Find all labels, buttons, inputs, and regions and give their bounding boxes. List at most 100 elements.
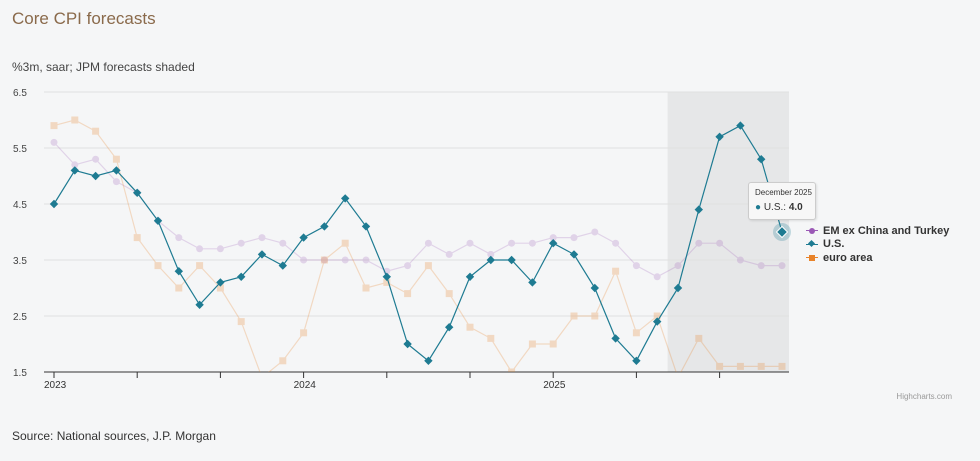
data-point-us (465, 272, 475, 281)
data-point-euro-area (778, 362, 786, 370)
x-tick-label: 2023 (44, 380, 67, 391)
legend-item-euro-area[interactable]: euro area (806, 251, 949, 265)
y-tick-label: 2.5 (13, 312, 27, 323)
data-point-us (320, 222, 329, 231)
data-point-us (112, 166, 121, 175)
data-point-em (112, 178, 120, 186)
data-point-euro-area (71, 116, 79, 124)
data-point-us (91, 171, 100, 181)
data-point-us (299, 233, 308, 242)
data-point-us (736, 121, 745, 130)
data-point-em (487, 250, 495, 258)
data-point-euro-area (487, 334, 495, 342)
x-tick-label: 2024 (294, 380, 317, 391)
tooltip-series-name: U.S. (763, 202, 784, 213)
data-point-em (778, 262, 786, 270)
forecast-shade-layer (667, 92, 789, 372)
data-point-us (569, 250, 579, 259)
data-point-euro-area (154, 262, 162, 270)
data-point-em (424, 239, 432, 247)
axis-layer: 6.5 5.5 4.5 3.5 2.5 1.5 2023 2024 2025 (13, 88, 789, 391)
data-point-us (341, 194, 350, 203)
data-point-euro-area (279, 357, 287, 365)
data-point-us (549, 239, 558, 248)
legend-item-em[interactable]: EM ex China and Turkey (806, 224, 949, 238)
data-point-us (653, 317, 662, 326)
data-point-us (174, 267, 183, 276)
data-point-em (404, 262, 412, 270)
data-point-euro-area (591, 312, 599, 320)
data-point-em (341, 256, 349, 264)
data-point-em (674, 262, 682, 270)
y-tick-label: 4.5 (13, 200, 27, 211)
data-point-us (278, 261, 287, 270)
data-point-euro-area (570, 312, 578, 320)
data-point-em (632, 262, 640, 270)
data-point-euro-area (300, 329, 308, 337)
data-point-em (736, 256, 744, 264)
series-line-euro-area (53, 119, 782, 372)
data-point-us (590, 283, 599, 293)
data-point-us (486, 255, 495, 265)
data-point-us (445, 323, 454, 332)
data-point-euro-area (50, 122, 58, 130)
data-point-euro-area (445, 290, 453, 298)
data-point-em (258, 234, 266, 242)
data-point-em (362, 256, 370, 264)
data-point-us (361, 222, 371, 231)
data-point-em (71, 161, 79, 169)
data-point-euro-area (362, 284, 370, 292)
chart-title: Core CPI forecasts (12, 9, 156, 28)
data-point-em (466, 239, 474, 247)
data-point-euro-area (196, 262, 204, 270)
data-point-em (216, 245, 224, 253)
data-point-euro-area (549, 340, 557, 348)
data-point-euro-area (92, 127, 100, 135)
y-tick-label: 6.5 (13, 88, 27, 99)
tooltip-value: 4.0 (788, 202, 803, 213)
data-point-us (694, 205, 703, 214)
y-tick-label: 5.5 (13, 144, 27, 155)
data-point-us (715, 132, 724, 141)
data-point-em (757, 262, 765, 270)
data-point-us (133, 188, 142, 197)
data-point-em (695, 239, 703, 247)
hover-point (775, 225, 789, 239)
data-point-us (403, 339, 412, 349)
chart-subtitle: %3m, saar; JPM forecasts shaded (12, 60, 195, 74)
series-line-us (53, 124, 783, 362)
data-point-us (611, 334, 620, 343)
data-point-em (716, 239, 724, 247)
legend-circle-icon (806, 226, 818, 236)
data-point-em (528, 239, 536, 247)
data-point-us (507, 255, 516, 265)
series-layer (49, 116, 787, 381)
data-point-euro-area (320, 256, 328, 264)
data-point-euro-area (528, 340, 536, 348)
data-point-em (92, 155, 100, 163)
tooltip-dot-icon: ● (755, 202, 762, 213)
data-point-euro-area (133, 234, 141, 242)
tooltip-row: ● U.S.: 4.0 (755, 202, 803, 213)
legend-label-em: EM ex China and Turkey (823, 224, 950, 237)
data-point-us (757, 155, 766, 164)
highlight-layer (773, 223, 791, 241)
data-point-em (237, 239, 245, 247)
data-point-us (153, 216, 163, 225)
data-point-euro-area (216, 284, 224, 292)
tooltip: December 2025 ● U.S.: 4.0 (748, 182, 816, 220)
data-point-euro-area (757, 362, 765, 370)
data-point-euro-area (424, 262, 432, 270)
data-point-euro-area (508, 368, 516, 372)
data-point-euro-area (175, 284, 183, 292)
data-point-em (612, 239, 620, 247)
data-point-euro-area (716, 362, 724, 370)
highcharts-credits[interactable]: Highcharts.com (896, 392, 952, 401)
legend-item-us[interactable]: U.S. (806, 238, 949, 252)
legend: EM ex China and Turkey U.S. euro area (806, 224, 949, 265)
data-point-us (216, 278, 225, 287)
data-point-euro-area (675, 374, 682, 381)
data-point-us (673, 283, 683, 293)
data-point-em (50, 138, 58, 146)
data-point-us (382, 272, 391, 281)
